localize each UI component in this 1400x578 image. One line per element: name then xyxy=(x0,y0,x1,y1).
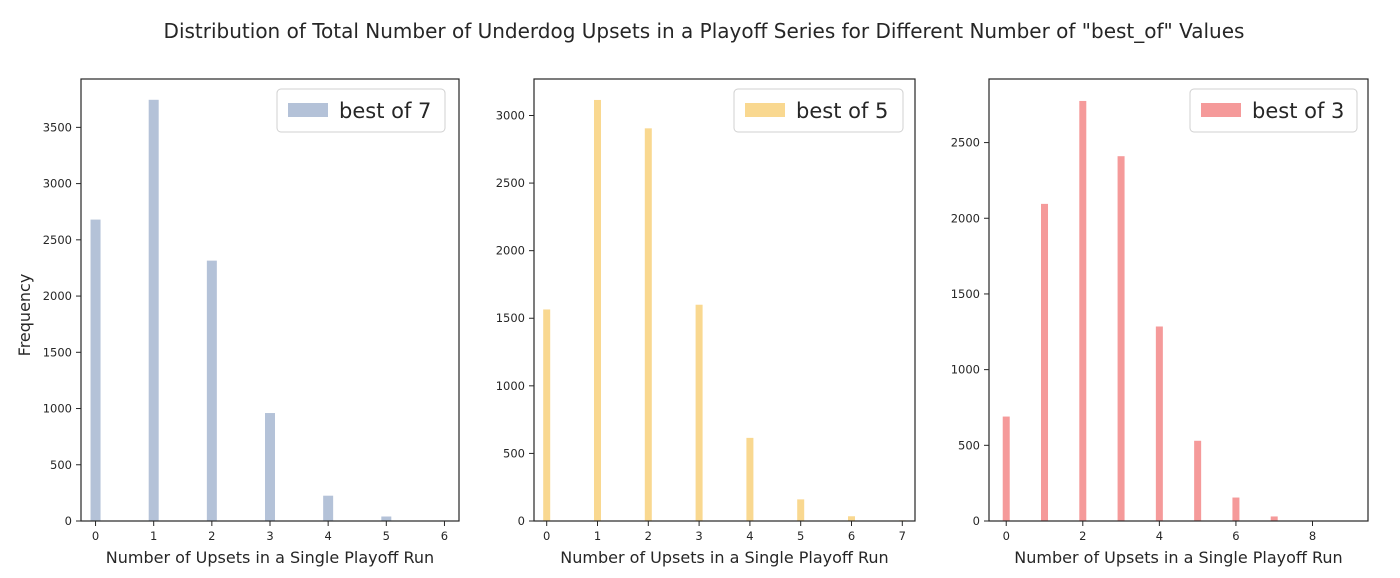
legend-label: best of 7 xyxy=(339,99,431,123)
bar xyxy=(381,516,392,521)
y-tick-label: 500 xyxy=(958,438,980,452)
y-axis-label: Frequency xyxy=(15,274,34,357)
bar xyxy=(1117,156,1125,522)
y-tick-label: 3000 xyxy=(496,108,525,122)
plot-frame xyxy=(533,78,916,522)
subplot-2: 0 500 1000 1500 2000 2500 3000 0 1 2 3 4 5 6 7 Number o… xyxy=(496,78,916,567)
bar xyxy=(1194,440,1202,521)
x-tick-label: 4 xyxy=(746,529,753,543)
y-tick-label: 500 xyxy=(50,458,72,472)
legend-label: best of 5 xyxy=(796,99,888,123)
legend-swatch xyxy=(288,103,328,117)
x-tick-label: 6 xyxy=(441,529,448,543)
y-tick-label: 2000 xyxy=(496,244,525,258)
x-axis-label: Number of Upsets in a Single Playoff Run xyxy=(1014,548,1342,567)
bar xyxy=(1232,497,1240,521)
x-axis-label: Number of Upsets in a Single Playoff Run xyxy=(560,548,888,567)
bar xyxy=(1270,516,1278,521)
legend-box xyxy=(1189,88,1358,133)
bar xyxy=(90,219,101,521)
bar xyxy=(1002,416,1010,521)
y-tick-label: 0 xyxy=(65,514,72,528)
x-tick-label: 5 xyxy=(797,529,804,543)
figure-title: Distribution of Total Number of Underdog… xyxy=(164,19,1245,43)
bar xyxy=(543,309,551,521)
x-tick-label: 0 xyxy=(92,529,99,543)
y-tick-label: 1500 xyxy=(496,311,525,325)
x-tick-label: 2 xyxy=(1079,529,1086,543)
y-tick-label: 0 xyxy=(518,514,525,528)
subplot-3: 0 500 1000 1500 2000 2500 0 2 4 6 8 Number of Upset… xyxy=(951,78,1369,567)
bar xyxy=(148,99,159,522)
x-tick-label: 3 xyxy=(695,529,702,543)
x-tick-label: 1 xyxy=(150,529,157,543)
y-tick-label: 1000 xyxy=(951,363,980,377)
bar xyxy=(695,304,703,521)
y-tick-label: 1000 xyxy=(496,379,525,393)
legend-box xyxy=(733,88,904,133)
y-tick-label: 1500 xyxy=(951,287,980,301)
x-tick-label: 1 xyxy=(594,529,601,543)
y-tick-label: 1500 xyxy=(43,345,72,359)
y-tick-label: 2500 xyxy=(951,136,980,150)
bar xyxy=(265,413,275,521)
legend: best of 3 xyxy=(1189,88,1358,133)
x-tick-label: 2 xyxy=(208,529,215,543)
x-tick-label: 5 xyxy=(383,529,390,543)
x-tick-label: 2 xyxy=(645,529,652,543)
legend-swatch xyxy=(1201,103,1241,117)
bar xyxy=(323,495,334,521)
bar xyxy=(644,128,652,521)
y-tick-label: 0 xyxy=(973,514,980,528)
x-tick-label: 0 xyxy=(1003,529,1010,543)
x-tick-label: 7 xyxy=(899,529,906,543)
plot-frame xyxy=(988,78,1369,522)
legend: best of 5 xyxy=(733,88,904,133)
x-tick-label: 3 xyxy=(266,529,273,543)
bar xyxy=(1079,100,1087,521)
bar xyxy=(594,99,601,521)
bar xyxy=(1041,203,1049,522)
legend: best of 7 xyxy=(276,88,446,133)
y-tick-label: 3000 xyxy=(43,177,72,191)
y-tick-label: 2000 xyxy=(951,211,980,225)
legend-swatch xyxy=(745,103,785,117)
bar xyxy=(206,260,217,521)
x-tick-label: 6 xyxy=(848,529,855,543)
legend-label: best of 3 xyxy=(1252,99,1344,123)
y-tick-label: 3500 xyxy=(43,120,72,134)
y-tick-label: 2500 xyxy=(43,233,72,247)
x-axis-label: Number of Upsets in a Single Playoff Run xyxy=(106,548,434,567)
x-tick-label: 8 xyxy=(1309,529,1316,543)
y-tick-label: 2000 xyxy=(43,289,72,303)
x-tick-label: 6 xyxy=(1232,529,1239,543)
x-tick-label: 4 xyxy=(324,529,331,543)
y-tick-label: 1000 xyxy=(43,402,72,416)
legend-box xyxy=(276,88,446,133)
subplot-1: 0 500 1000 1500 2000 2500 3000 3500 0 1 2 3 4 5 6 Numbe… xyxy=(15,78,460,567)
y-tick-label: 2500 xyxy=(496,176,525,190)
bar xyxy=(746,437,754,521)
bar xyxy=(797,499,805,521)
bar xyxy=(848,516,855,521)
x-tick-label: 4 xyxy=(1156,529,1163,543)
x-tick-label: 0 xyxy=(543,529,550,543)
y-tick-label: 500 xyxy=(503,446,525,460)
bar xyxy=(1155,326,1163,521)
